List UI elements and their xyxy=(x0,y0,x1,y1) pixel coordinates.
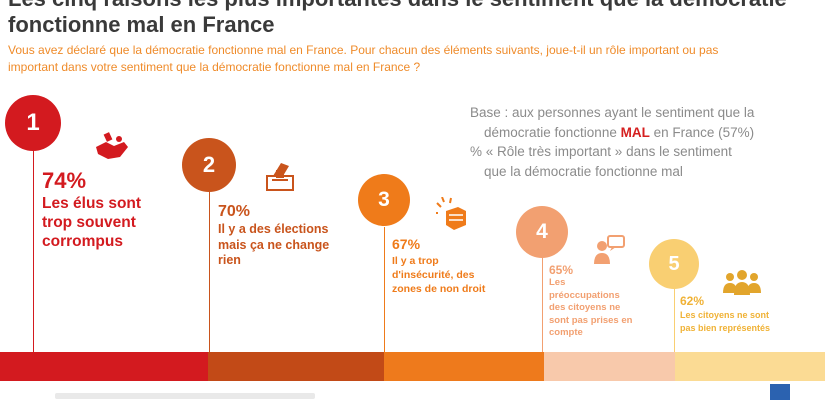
ballot-box-icon xyxy=(266,163,294,191)
bar-segment-1 xyxy=(0,352,208,381)
item-5-stem xyxy=(674,286,675,352)
rank-4-circle: 4 xyxy=(516,206,568,258)
item-3-stem xyxy=(384,227,385,352)
item-4-label: Les préoccupations des citoyens ne sont … xyxy=(549,277,633,338)
base-note-line4: que la démocratie fonctionne mal xyxy=(484,163,683,179)
item-4-percent: 65% xyxy=(549,263,574,277)
base-note: Base : aux personnes ayant le sentiment … xyxy=(470,103,790,181)
item-1-label: Les élus sont trop souvent corrompus xyxy=(42,195,142,250)
item-5-label: Les citoyens ne sont pas bien représenté… xyxy=(680,310,771,333)
survey-question: Vous avez déclaré que la démocratie fonc… xyxy=(8,43,719,74)
base-note-line1: Base : aux personnes ayant le sentiment … xyxy=(470,105,755,120)
bar-segment-5 xyxy=(675,352,825,381)
item-2-label: Il y a des élections mais ça ne change r… xyxy=(218,222,330,267)
rank-1-circle: 1 xyxy=(5,95,61,151)
item-4-stem xyxy=(542,256,543,352)
item-3-label: Il y a trop d'insécurité, des zones de n… xyxy=(392,255,486,295)
item-5-percent: 62% xyxy=(680,294,705,308)
item-2-percent: 70% xyxy=(218,203,251,220)
item-1-stem xyxy=(33,150,34,352)
bar-segment-2 xyxy=(208,352,384,381)
base-note-line3: % « Rôle très important » dans le sentim… xyxy=(470,144,732,159)
page-title-top-cropped: Les cinq raisons les plus importantes da… xyxy=(8,0,787,12)
base-note-line2: démocratie fonctionne MAL en France (57%… xyxy=(484,124,755,140)
item-2-stem xyxy=(209,191,210,352)
group-icon xyxy=(723,270,761,295)
rank-3-circle: 3 xyxy=(358,174,410,226)
item-3-percent: 67% xyxy=(392,236,421,252)
rank-5-circle: 5 xyxy=(649,239,699,289)
person-speech-icon xyxy=(594,235,625,264)
fist-punch-icon xyxy=(436,197,466,230)
item-1-percent: 74% xyxy=(42,168,87,193)
footer-text-blurred xyxy=(55,393,315,399)
mal-emphasis: MAL xyxy=(620,124,650,140)
bar-segment-3 xyxy=(384,352,544,381)
bar-segment-4 xyxy=(544,352,675,381)
footer-logo xyxy=(770,384,790,400)
corruption-handshake-icon xyxy=(96,132,128,159)
page-title: fonctionne mal en France xyxy=(8,12,275,37)
rank-2-circle: 2 xyxy=(182,138,236,192)
